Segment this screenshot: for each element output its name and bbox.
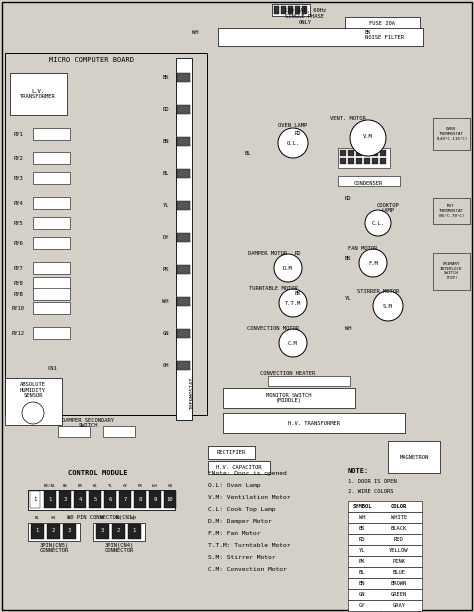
- Text: 3PIN(CN5)
CONNECTOR: 3PIN(CN5) CONNECTOR: [39, 543, 69, 553]
- Text: S.M: Stirrer Motor: S.M: Stirrer Motor: [208, 555, 275, 560]
- Bar: [348, 589, 422, 600]
- Text: T.T.M: T.T.M: [285, 300, 301, 305]
- Bar: [63, 524, 76, 539]
- Bar: [177, 233, 190, 242]
- Bar: [112, 524, 125, 539]
- Text: RD: RD: [63, 484, 67, 488]
- Text: RY1: RY1: [13, 132, 23, 136]
- Text: RYB: RYB: [13, 291, 23, 296]
- Bar: [177, 297, 190, 306]
- Bar: [177, 105, 190, 114]
- Text: RD: RD: [345, 195, 351, 201]
- Bar: [177, 265, 190, 274]
- Text: 3: 3: [67, 529, 71, 534]
- Bar: [28, 523, 80, 541]
- Bar: [356, 150, 362, 156]
- Bar: [58, 426, 90, 437]
- Text: 2. WIRE COLORS: 2. WIRE COLORS: [348, 488, 393, 493]
- Bar: [31, 524, 44, 539]
- Text: 6: 6: [109, 496, 111, 501]
- Bar: [348, 534, 422, 545]
- Bar: [33, 262, 70, 274]
- Text: C.M: Convection Motor: C.M: Convection Motor: [208, 567, 287, 572]
- Bar: [33, 128, 70, 140]
- Circle shape: [350, 120, 386, 156]
- Bar: [288, 6, 293, 14]
- Bar: [177, 329, 190, 338]
- Text: PK: PK: [137, 484, 143, 488]
- Text: 1: 1: [48, 496, 52, 501]
- Bar: [208, 461, 270, 474]
- Circle shape: [359, 249, 387, 277]
- Text: RECTIFIER: RECTIFIER: [216, 449, 246, 455]
- Text: VENT. MOTOR: VENT. MOTOR: [330, 116, 366, 121]
- Bar: [74, 491, 86, 508]
- Text: O.L.: O.L.: [286, 141, 300, 146]
- Text: YL: YL: [345, 296, 351, 300]
- Text: RY2: RY2: [13, 155, 23, 160]
- Bar: [223, 413, 405, 433]
- Text: C.L.: C.L.: [372, 220, 384, 225]
- Bar: [340, 150, 346, 156]
- Bar: [33, 172, 70, 184]
- Bar: [372, 150, 378, 156]
- Text: CONVECTION MOTOR: CONVECTION MOTOR: [247, 326, 299, 330]
- Bar: [28, 490, 175, 510]
- Text: MGT
THERMOSTAT
(96°C-70°C): MGT THERMOSTAT (96°C-70°C): [437, 204, 465, 218]
- Bar: [103, 426, 135, 437]
- Bar: [30, 491, 40, 508]
- Text: MAGNETRON: MAGNETRON: [400, 455, 428, 460]
- Text: V.M: Ventilation Motor: V.M: Ventilation Motor: [208, 495, 291, 500]
- Bar: [272, 4, 310, 16]
- Text: TURNTABLE MOTOR: TURNTABLE MOTOR: [249, 286, 297, 291]
- Bar: [134, 491, 146, 508]
- Bar: [33, 197, 70, 209]
- Bar: [295, 6, 300, 14]
- Text: BL: BL: [163, 171, 169, 176]
- Text: O.L: Oven Lamp: O.L: Oven Lamp: [208, 483, 261, 488]
- Text: MONITOR SWITCH
(MIDDLE): MONITOR SWITCH (MIDDLE): [266, 393, 312, 403]
- Text: FUSE 20A: FUSE 20A: [369, 20, 395, 26]
- Text: YL: YL: [359, 548, 365, 553]
- Text: YL: YL: [163, 203, 169, 207]
- Text: RY12: RY12: [11, 330, 25, 335]
- Text: 10: 10: [167, 496, 173, 501]
- Bar: [348, 578, 422, 589]
- Text: WH: WH: [359, 515, 365, 520]
- Bar: [281, 6, 286, 14]
- Bar: [33, 302, 70, 314]
- Bar: [364, 158, 370, 164]
- Text: CN1: CN1: [48, 365, 58, 370]
- Text: 5: 5: [93, 496, 97, 501]
- Text: RD: RD: [163, 106, 169, 111]
- Text: GN: GN: [51, 516, 55, 520]
- Bar: [348, 567, 422, 578]
- Text: PK: PK: [66, 516, 72, 520]
- Text: RY6: RY6: [13, 241, 23, 245]
- Text: 3: 3: [64, 496, 67, 501]
- Text: 3PIN(CN4)
CONNECTOR: 3PIN(CN4) CONNECTOR: [104, 543, 134, 553]
- Text: V.M: V.M: [363, 133, 373, 138]
- Text: CONDENSER: CONDENSER: [354, 181, 383, 185]
- Text: COOKTOP
LAMP: COOKTOP LAMP: [377, 203, 400, 214]
- Bar: [348, 512, 422, 523]
- Bar: [119, 491, 131, 508]
- Text: GN: GN: [167, 484, 173, 488]
- Text: PINK: PINK: [392, 559, 405, 564]
- Text: BN: BN: [359, 581, 365, 586]
- Bar: [33, 288, 70, 300]
- Circle shape: [279, 289, 307, 317]
- Bar: [356, 158, 362, 164]
- Bar: [5, 378, 62, 425]
- Text: RY5: RY5: [13, 220, 23, 225]
- Text: T.T.M: Turntable Motor: T.T.M: Turntable Motor: [208, 543, 291, 548]
- Bar: [372, 158, 378, 164]
- Bar: [176, 58, 192, 420]
- Bar: [33, 217, 70, 229]
- Bar: [364, 150, 370, 156]
- Bar: [33, 237, 70, 249]
- Bar: [348, 600, 422, 611]
- Text: 10 PIN CONNECTOR(CN1): 10 PIN CONNECTOR(CN1): [67, 515, 135, 520]
- Text: RY10: RY10: [11, 305, 25, 310]
- Text: WH: WH: [192, 29, 198, 34]
